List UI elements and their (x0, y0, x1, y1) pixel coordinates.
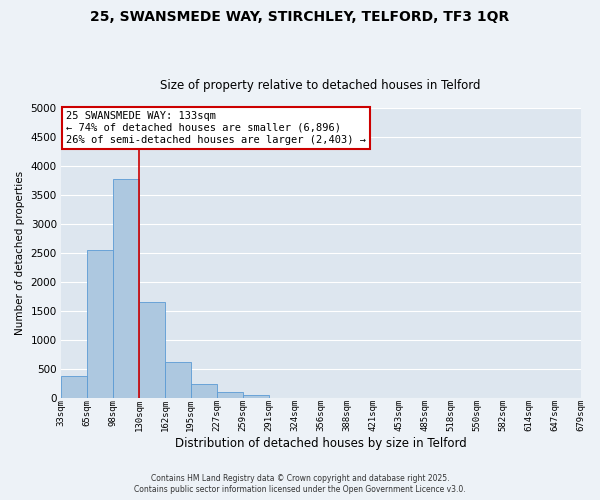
Text: 25, SWANSMEDE WAY, STIRCHLEY, TELFORD, TF3 1QR: 25, SWANSMEDE WAY, STIRCHLEY, TELFORD, T… (91, 10, 509, 24)
Bar (191, 384, 217, 398)
Title: Size of property relative to detached houses in Telford: Size of property relative to detached ho… (160, 79, 481, 92)
Y-axis label: Number of detached properties: Number of detached properties (15, 171, 25, 335)
Text: 25 SWANSMEDE WAY: 133sqm
← 74% of detached houses are smaller (6,896)
26% of sem: 25 SWANSMEDE WAY: 133sqm ← 74% of detach… (66, 112, 366, 144)
Bar (217, 392, 243, 398)
Bar (61, 376, 87, 398)
Bar (243, 395, 269, 398)
Bar (113, 179, 139, 398)
Bar (87, 250, 113, 398)
Bar (165, 362, 191, 398)
X-axis label: Distribution of detached houses by size in Telford: Distribution of detached houses by size … (175, 437, 467, 450)
Text: Contains HM Land Registry data © Crown copyright and database right 2025.
Contai: Contains HM Land Registry data © Crown c… (134, 474, 466, 494)
Bar (139, 302, 165, 398)
